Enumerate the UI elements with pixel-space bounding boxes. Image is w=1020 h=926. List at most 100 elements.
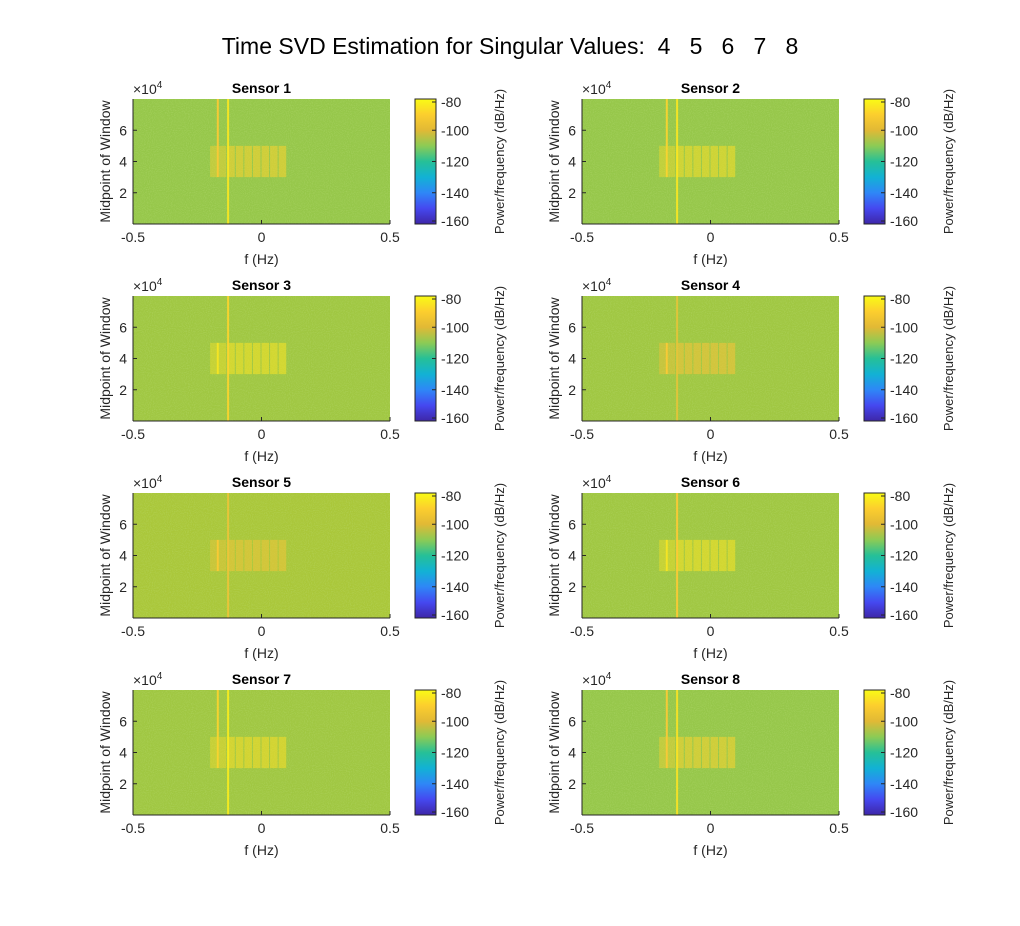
colorbar-tick-label: -100 — [890, 516, 918, 532]
y-tick-label: 6 — [568, 713, 576, 729]
colorbar-tick-label: -140 — [441, 185, 469, 201]
y-exponent-label: ×104 — [582, 80, 612, 97]
y-exponent-label: ×104 — [133, 277, 163, 294]
x-axis-label: f (Hz) — [244, 448, 278, 464]
spectrogram-panel: Sensor 6 -0.5 0 0.5 f (Hz) 2 4 6 ×104 Midpoint of… — [546, 474, 956, 661]
y-tick-label: 4 — [119, 548, 127, 564]
burst-band — [244, 342, 252, 375]
colorbar-tick-label: -120 — [890, 548, 918, 564]
colorbar-tick-label: -140 — [441, 579, 469, 595]
burst-band — [659, 145, 667, 178]
x-tick-label: -0.5 — [570, 426, 594, 442]
burst-band — [270, 539, 278, 572]
x-tick-label: -0.5 — [121, 820, 145, 836]
burst-band — [727, 342, 736, 375]
burst-band — [227, 736, 235, 769]
spectral-line — [665, 690, 668, 769]
colorbar-tick-label: -80 — [441, 488, 461, 504]
y-axis-label: Midpoint of Window — [97, 100, 113, 223]
y-tick-label: 4 — [119, 351, 127, 367]
spectrogram-panel: Sensor 3 -0.5 0 0.5 f (Hz) 2 4 6 ×104 Midpoint of… — [97, 277, 507, 464]
colorbar-tick-label: -140 — [441, 776, 469, 792]
x-tick-label: 0.5 — [829, 623, 849, 639]
colorbar-tick-label: -120 — [441, 351, 469, 367]
y-tick-label: 4 — [568, 351, 576, 367]
burst-band — [235, 145, 244, 178]
burst-band — [659, 736, 667, 769]
y-exponent-label: ×104 — [582, 671, 612, 688]
x-tick-label: 0.5 — [829, 820, 849, 836]
burst-band — [252, 145, 261, 178]
panel-title: Sensor 8 — [681, 671, 740, 687]
burst-band — [218, 342, 227, 375]
x-axis-label: f (Hz) — [693, 251, 727, 267]
spectral-line — [216, 342, 219, 375]
spectral-line — [227, 296, 230, 421]
burst-band — [210, 736, 218, 769]
burst-band — [719, 736, 727, 769]
burst-band — [701, 539, 710, 572]
x-tick-label: 0 — [258, 426, 266, 442]
y-tick-label: 4 — [568, 548, 576, 564]
colorbar-tick-label: -120 — [441, 548, 469, 564]
spectrogram-panel: Sensor 1 -0.5 0 0.5 f (Hz) 2 4 6 ×104 Midpoint of… — [97, 80, 507, 267]
spectral-line — [216, 99, 219, 178]
burst-band — [278, 736, 287, 769]
colorbar-tick-label: -160 — [890, 410, 918, 426]
x-tick-label: 0 — [707, 426, 715, 442]
burst-band — [218, 539, 227, 572]
spectral-line — [665, 342, 668, 375]
burst-band — [710, 736, 719, 769]
colorbar-tick-label: -120 — [890, 351, 918, 367]
y-axis-label: Midpoint of Window — [97, 494, 113, 617]
colorbar-tick-label: -100 — [441, 713, 469, 729]
y-tick-label: 4 — [119, 745, 127, 761]
spectral-line — [676, 493, 679, 618]
y-tick-label: 6 — [568, 319, 576, 335]
x-tick-label: 0 — [707, 820, 715, 836]
spectral-line — [227, 99, 230, 224]
y-exponent-label: ×104 — [582, 277, 612, 294]
x-axis-label: f (Hz) — [244, 251, 278, 267]
burst-band — [244, 145, 252, 178]
y-exponent-power: 4 — [157, 671, 163, 682]
colorbar-tick-label: -160 — [441, 213, 469, 229]
burst-band — [693, 736, 701, 769]
colorbar-label: Power/frequency (dB/Hz) — [492, 286, 507, 431]
colorbar-tick-label: -160 — [890, 213, 918, 229]
colorbar-tick-label: -80 — [890, 291, 910, 307]
burst-band — [676, 342, 684, 375]
y-tick-label: 2 — [568, 776, 576, 792]
spectral-line — [665, 539, 668, 572]
colorbar-tick-label: -120 — [441, 745, 469, 761]
burst-band — [227, 145, 235, 178]
burst-band — [210, 342, 218, 375]
colorbar-tick-label: -100 — [890, 122, 918, 138]
panel-title: Sensor 2 — [681, 80, 740, 96]
spectral-line — [216, 690, 219, 769]
y-exponent-power: 4 — [606, 671, 612, 682]
y-tick-label: 2 — [119, 579, 127, 595]
y-exponent-power: 4 — [157, 277, 163, 288]
burst-band — [235, 736, 244, 769]
burst-band — [261, 539, 270, 572]
burst-band — [227, 539, 235, 572]
burst-band — [667, 736, 676, 769]
colorbar-tick-label: -80 — [441, 685, 461, 701]
burst-band — [701, 736, 710, 769]
spectral-line — [676, 296, 679, 421]
burst-band — [218, 736, 227, 769]
burst-band — [270, 736, 278, 769]
y-tick-label: 4 — [568, 154, 576, 170]
colorbar-tick-label: -160 — [441, 607, 469, 623]
y-exponent-label: ×104 — [133, 671, 163, 688]
y-tick-label: 4 — [119, 154, 127, 170]
colorbar-label: Power/frequency (dB/Hz) — [941, 483, 956, 628]
colorbar-tick-label: -140 — [441, 382, 469, 398]
colorbar-tick-label: -160 — [890, 607, 918, 623]
x-tick-label: 0 — [707, 229, 715, 245]
y-tick-label: 6 — [568, 516, 576, 532]
colorbar-tick-label: -140 — [890, 185, 918, 201]
colorbar-tick-label: -100 — [890, 713, 918, 729]
panel-title: Sensor 7 — [232, 671, 291, 687]
